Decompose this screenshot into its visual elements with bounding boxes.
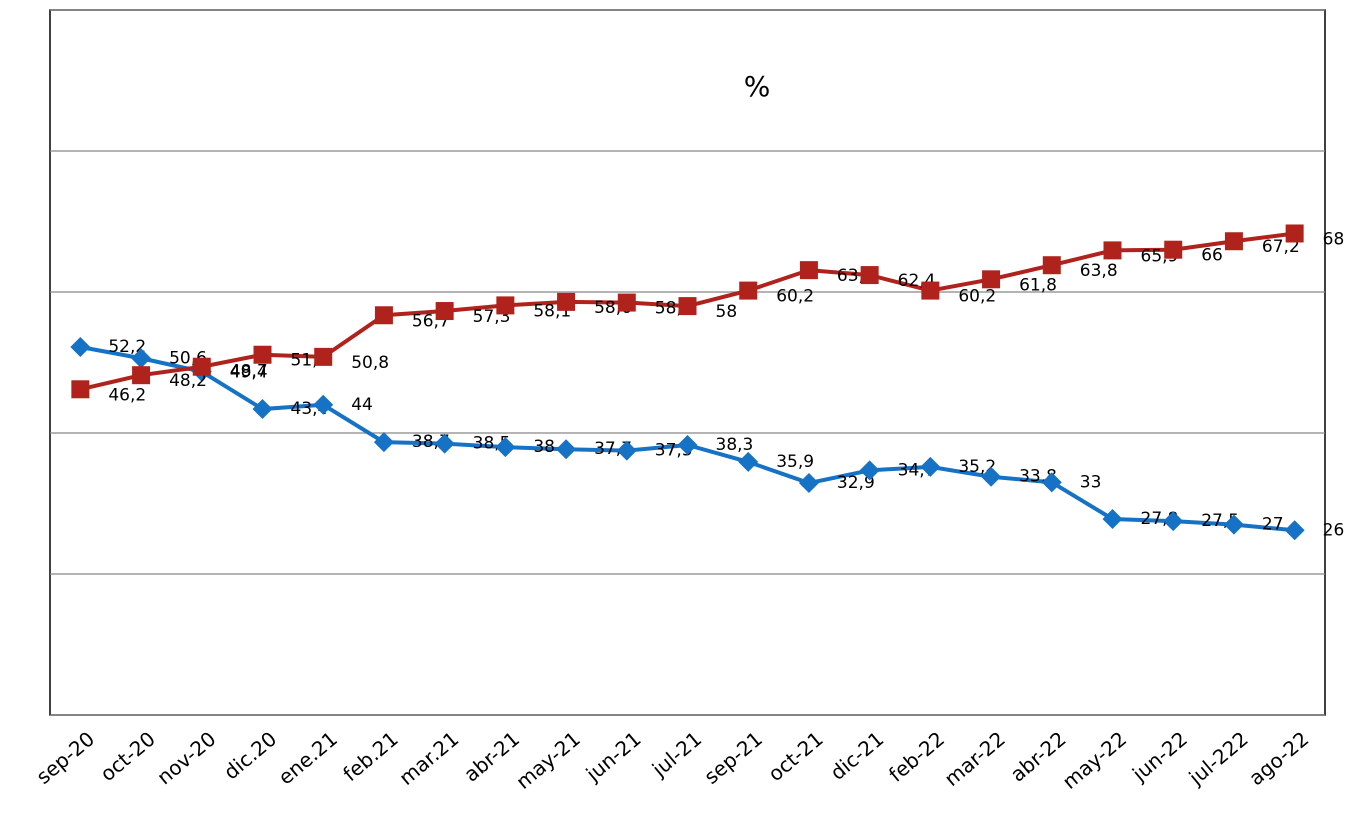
- x-tick-label: oct-20: [96, 727, 160, 786]
- x-tick-label: jun-21: [581, 727, 646, 787]
- data-label: 68,3: [1323, 229, 1345, 249]
- data-label: 35,9: [776, 452, 814, 472]
- point-marker: [1164, 240, 1183, 259]
- x-tick-label: ene.21: [274, 727, 342, 790]
- data-label: 33: [1080, 472, 1102, 492]
- point-marker: [860, 266, 879, 285]
- data-label: 60,2: [958, 287, 996, 307]
- point-marker: [799, 261, 818, 280]
- point-marker: [496, 296, 515, 315]
- x-tick-label: feb.21: [338, 727, 402, 786]
- point-marker: [192, 357, 211, 376]
- point-marker: [557, 292, 576, 311]
- x-tick-label: jun-22: [1127, 727, 1192, 787]
- data-label: 61,8: [1019, 275, 1057, 295]
- point-marker: [1041, 472, 1062, 493]
- point-marker: [1284, 520, 1305, 541]
- data-label: 58: [716, 302, 738, 322]
- x-tick-label: may-22: [1058, 727, 1132, 794]
- point-marker: [314, 347, 333, 366]
- x-tick-label: ago-22: [1244, 727, 1313, 791]
- point-marker: [616, 440, 637, 461]
- grid: [50, 9, 1325, 716]
- point-marker: [677, 434, 698, 455]
- point-marker: [253, 345, 272, 364]
- x-tick-label: mar.21: [394, 727, 463, 790]
- x-tick-label: jul-222: [1183, 727, 1252, 791]
- x-tick-label: nov-20: [152, 727, 220, 790]
- point-marker: [495, 437, 516, 458]
- point-marker: [798, 473, 819, 494]
- point-marker: [313, 394, 334, 415]
- point-marker: [1285, 224, 1304, 243]
- x-tick-label: mar-22: [940, 727, 1010, 791]
- point-marker: [981, 466, 1002, 487]
- point-marker: [131, 348, 152, 369]
- point-marker: [739, 281, 758, 300]
- data-label: 44: [351, 395, 373, 415]
- point-marker: [1102, 509, 1123, 530]
- point-marker: [373, 432, 394, 453]
- data-label: 66: [1201, 246, 1223, 266]
- point-marker: [132, 366, 151, 385]
- data-label: 48,7: [230, 362, 268, 382]
- point-marker: [920, 456, 941, 477]
- data-label: 48,2: [169, 371, 207, 391]
- point-marker: [435, 302, 454, 321]
- x-tick-label: jul-21: [647, 727, 706, 782]
- point-marker: [434, 433, 455, 454]
- point-marker: [678, 297, 697, 316]
- point-marker: [1163, 511, 1184, 532]
- point-marker: [617, 293, 636, 312]
- data-label: 27: [1262, 515, 1284, 535]
- data-label: 49,4: [230, 363, 268, 383]
- x-tick-label: dic-21: [826, 727, 889, 785]
- x-tick-label: may-21: [511, 727, 585, 794]
- data-label: 60,2: [776, 287, 814, 307]
- x-tick-label: sep-21: [699, 727, 767, 789]
- point-marker: [71, 380, 90, 399]
- point-marker: [1103, 241, 1122, 260]
- point-marker: [738, 451, 759, 472]
- data-label: 50,8: [351, 353, 389, 373]
- x-tick-label: feb-22: [884, 727, 949, 787]
- data-label: 46,2: [108, 385, 146, 405]
- x-tick-label: oct-21: [763, 727, 827, 786]
- point-marker: [921, 281, 940, 300]
- data-label: 52,2: [108, 337, 146, 357]
- x-tick-label: dic.20: [219, 727, 281, 785]
- point-marker: [1223, 514, 1244, 535]
- point-marker: [859, 460, 880, 481]
- x-tick-label: sep-20: [32, 727, 100, 789]
- point-marker: [982, 270, 1001, 289]
- chart-title: %: [744, 70, 771, 103]
- point-marker: [252, 399, 273, 420]
- data-label: 38,3: [716, 435, 754, 455]
- point-marker: [374, 306, 393, 325]
- point-marker: [1042, 256, 1061, 275]
- data-label: 26,2: [1323, 520, 1345, 540]
- point-marker: [1224, 232, 1243, 251]
- data-label: 38: [533, 437, 555, 457]
- data-label: 63,8: [1080, 261, 1118, 281]
- point-marker: [70, 336, 91, 357]
- point-marker: [556, 439, 577, 460]
- data-label: 32,9: [837, 473, 875, 493]
